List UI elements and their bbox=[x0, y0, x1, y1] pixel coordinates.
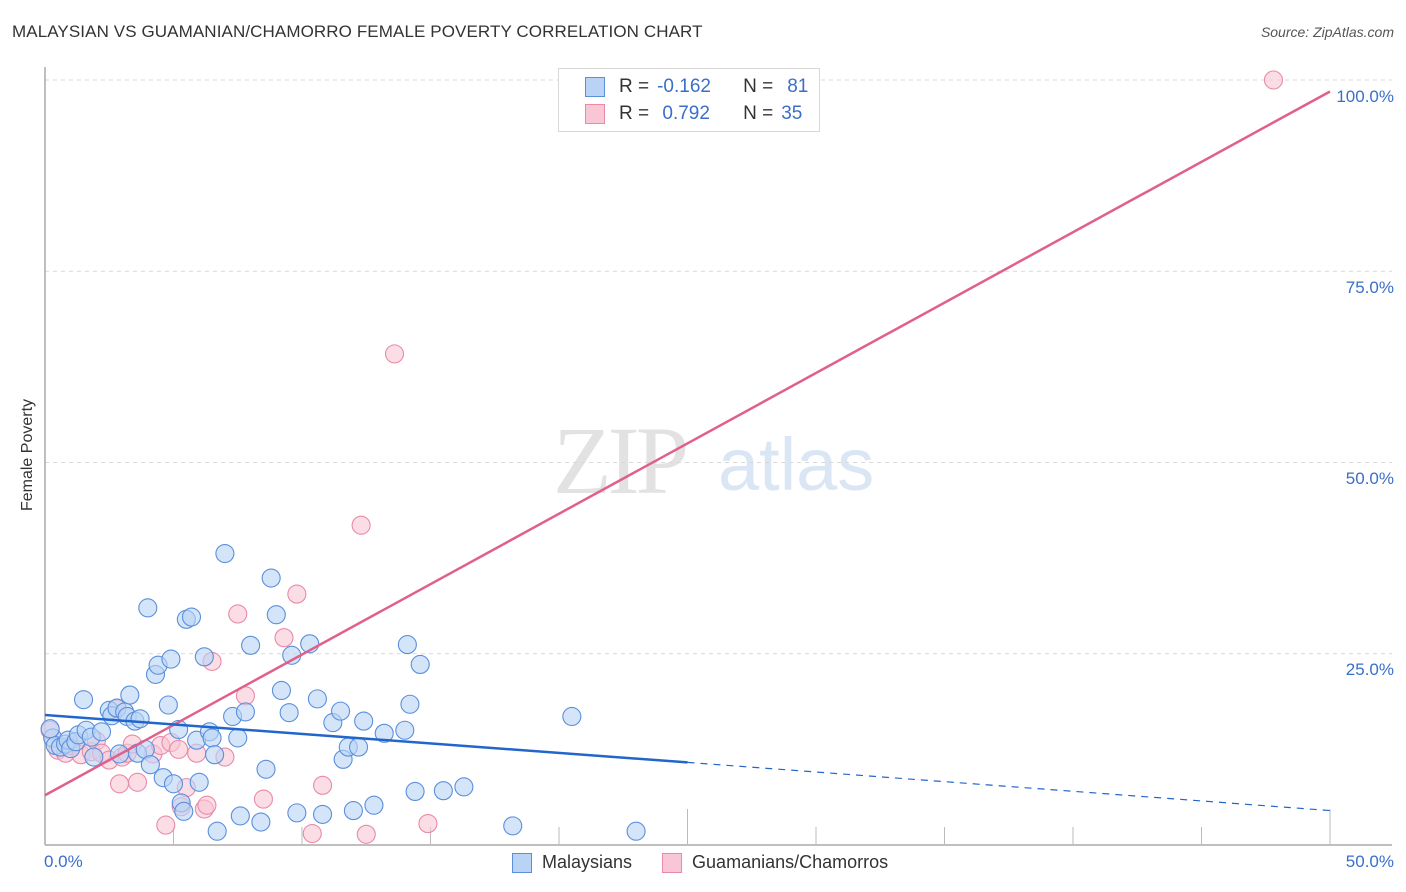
r-label: R = bbox=[619, 103, 650, 124]
x-tick-50: 50.0% bbox=[1345, 852, 1394, 871]
y-tick-100: 100.0% bbox=[1336, 87, 1394, 106]
legend-item-guamanians[interactable]: Guamanians/Chamorros bbox=[662, 852, 888, 873]
n-label: N = bbox=[743, 103, 774, 124]
r-value: 0.792 bbox=[657, 103, 710, 124]
watermark-zip: ZIP bbox=[553, 407, 689, 514]
legend-row-guamanians: R = 0.792 N = 35 bbox=[585, 102, 802, 126]
x-tick-0: 0.0% bbox=[44, 852, 83, 871]
trend-lines bbox=[44, 90, 1331, 812]
series-legend: Malaysians Guamanians/Chamorros bbox=[512, 852, 918, 873]
malaysians-points bbox=[40, 543, 646, 841]
y-axis-label: Female Poverty bbox=[19, 398, 36, 512]
malaysians-swatch-icon bbox=[512, 852, 532, 873]
y-tick-25: 25.0% bbox=[1345, 660, 1394, 679]
watermark-atlas: atlas bbox=[718, 423, 875, 506]
axes bbox=[44, 67, 1392, 846]
r-label: R = bbox=[619, 76, 650, 97]
malaysians-swatch-icon bbox=[585, 77, 605, 97]
legend-label: Malaysians bbox=[542, 852, 633, 872]
source-label: Source: ZipAtlas.com bbox=[1260, 24, 1394, 40]
legend-item-malaysians[interactable]: Malaysians bbox=[512, 852, 632, 873]
legend-label: Guamanians/Chamorros bbox=[692, 852, 889, 872]
n-label: N = bbox=[743, 76, 774, 97]
chart-title: MALAYSIAN VS GUAMANIAN/CHAMORRO FEMALE P… bbox=[12, 22, 703, 41]
r-value: -0.162 bbox=[657, 76, 711, 97]
n-value: 35 bbox=[781, 103, 803, 124]
n-value: 81 bbox=[787, 76, 809, 97]
y-tick-50: 50.0% bbox=[1345, 469, 1394, 488]
y-tick-75: 75.0% bbox=[1345, 278, 1394, 297]
guamanians-swatch-icon bbox=[662, 852, 683, 873]
gridlines bbox=[45, 79, 1392, 655]
correlation-legend: R = -0.162 N = 81 R = 0.792 N = 35 bbox=[558, 68, 820, 132]
legend-row-malaysians: R = -0.162 N = 81 bbox=[585, 75, 808, 99]
guamanians-swatch-icon bbox=[585, 104, 605, 124]
